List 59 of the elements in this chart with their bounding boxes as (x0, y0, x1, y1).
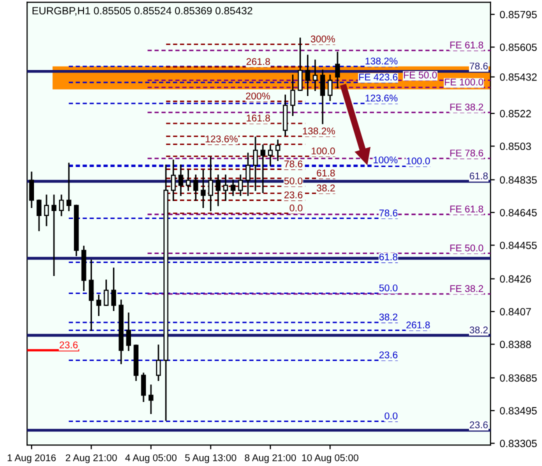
annotation: 38.2 (379, 314, 398, 320)
annotation: 0.0 (290, 204, 302, 212)
y-tick-label: 0.85432 (500, 73, 537, 81)
annotation: 100.0 (406, 158, 430, 164)
annotation: 78.6 (470, 62, 488, 70)
annotation: FE 50.0 (450, 244, 484, 252)
y-tick-label: 0.83495 (500, 407, 537, 414)
y-tick-label: 0.84835 (500, 176, 537, 184)
annotation: 61.8 (470, 172, 488, 180)
annotation: FE 423.6 (359, 74, 398, 81)
annotation: 38.2 (470, 326, 488, 334)
annotation: 300% (310, 36, 335, 42)
annotation: 61.8 (316, 170, 335, 176)
y-tick-label: 0.8522 (500, 110, 531, 118)
x-tick-label: 2 Aug 21:00 (66, 454, 117, 464)
annotation: FE 78.6 (450, 150, 484, 156)
annotation: 261.8 (246, 58, 270, 66)
annotation: 138.2% (366, 58, 398, 64)
x-tick-label: 1 Aug 2016 (8, 454, 56, 464)
annotation: FE 50.0 (404, 72, 437, 78)
annotation: FE 61.8 (450, 42, 484, 48)
annotation: 50.0 (379, 284, 398, 292)
y-tick-label: 0.8503 (500, 142, 531, 150)
x-tick-label: 10 Aug 05:00 (302, 454, 358, 464)
annotation: 23.6 (284, 191, 302, 198)
annotation: 78.6 (379, 210, 398, 216)
y-tick-label: 0.83305 (500, 440, 537, 448)
x-tick-label: 5 Aug 13:00 (185, 454, 236, 464)
annotation: 138.2% (303, 128, 335, 134)
annotation: FE 100.0 (444, 78, 484, 86)
x-tick-label: 8 Aug 21:00 (244, 454, 296, 464)
annotation: FE 38.2 (450, 285, 484, 292)
annotation: FE 38.2 (450, 104, 484, 110)
y-tick-label: 0.84455 (500, 242, 537, 250)
chart-title: EURGBP,H1 0.85505 0.85524 0.85369 0.85432 (32, 7, 252, 16)
y-tick-label: 0.83685 (500, 374, 537, 382)
annotation: 123.6% (206, 135, 238, 142)
annotation: 78.6 (284, 160, 302, 168)
annotation: 123.6% (366, 94, 398, 102)
y-tick-label: 0.8407 (500, 308, 531, 316)
annotation: 100% (374, 156, 398, 164)
y-tick-label: 0.84645 (500, 208, 537, 216)
annotation: FE 61.8 (450, 206, 484, 212)
annotation: 23.6 (379, 351, 398, 358)
y-tick-label: 0.85795 (500, 10, 537, 18)
annotation: 23.6 (60, 341, 78, 348)
y-tick-label: 0.8388 (500, 340, 531, 348)
annotation: 161.8 (246, 114, 270, 122)
y-tick-label: 0.85605 (500, 44, 537, 51)
annotation: 61.8 (379, 253, 398, 260)
annotation: 38.2 (316, 184, 335, 192)
annotation: 0.0 (384, 412, 398, 420)
annotation: 100.0 (312, 148, 335, 154)
annotation: 50.0 (284, 177, 302, 184)
annotation: 200% (246, 92, 270, 100)
annotation: 23.6 (470, 421, 488, 428)
x-tick-label: 4 Aug 05:00 (125, 454, 177, 464)
annotation: 261.8 (406, 322, 430, 328)
y-tick-label: 0.8426 (500, 275, 531, 283)
